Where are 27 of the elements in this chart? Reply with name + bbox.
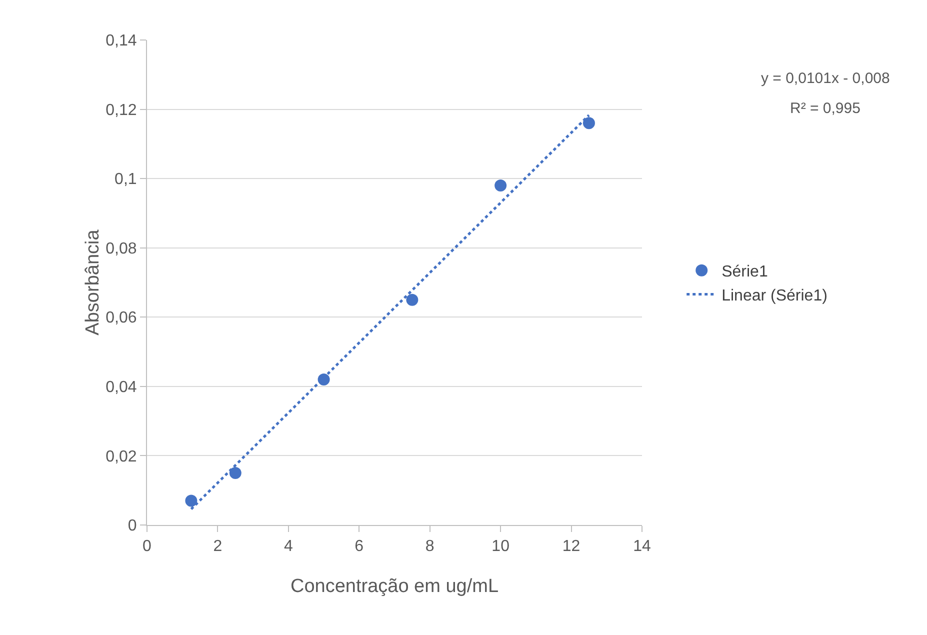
x-tick-label: 8: [425, 538, 434, 556]
x-tick-label: 10: [492, 538, 510, 556]
point: [582, 117, 595, 130]
text: R² = 0,995: [790, 100, 860, 117]
point: [229, 467, 242, 480]
y-tick-label: 0,08: [106, 240, 137, 258]
y-tick-label: 0: [128, 518, 137, 535]
x-tick-label: 12: [562, 538, 580, 556]
text: y = 0,0101x - 0,008: [761, 70, 890, 87]
y-tick-label: 0,06: [106, 310, 137, 327]
y-tick-label: 0,1: [114, 171, 137, 188]
y-axis-title: Absorbância: [82, 229, 104, 336]
x-tick-label: 4: [284, 538, 293, 556]
point: [494, 180, 507, 192]
y-tick-label: 0,04: [106, 379, 137, 396]
x-tick-label: 0: [142, 538, 152, 556]
x-axis-title: Concentração em ug/mL: [290, 576, 499, 597]
y-tick-label: 0,14: [106, 32, 137, 50]
point: [185, 494, 198, 507]
legend-label: Linear (Série1): [722, 287, 828, 304]
y-tick-label: 0,02: [106, 448, 137, 466]
point: [406, 294, 418, 306]
y-tick-label: 0,12: [106, 102, 137, 119]
x-tick-label: 14: [633, 538, 651, 556]
x-tick-label: 2: [213, 538, 222, 556]
legend-label: Série1: [722, 264, 768, 281]
x-tick-label: 6: [354, 538, 364, 556]
